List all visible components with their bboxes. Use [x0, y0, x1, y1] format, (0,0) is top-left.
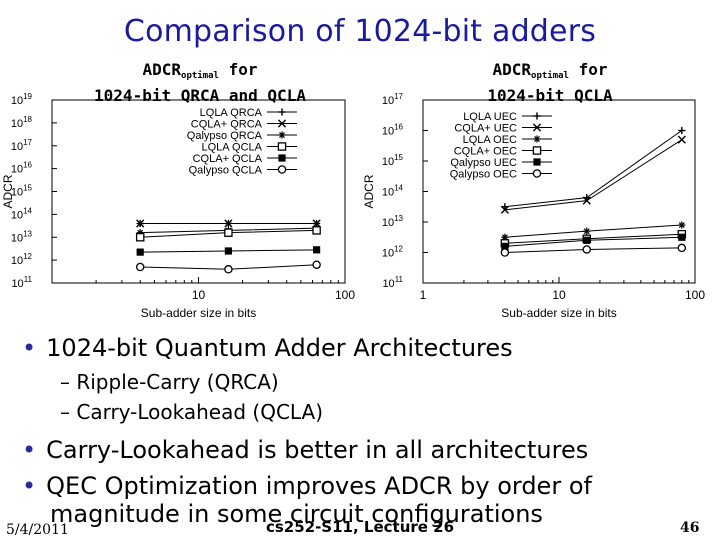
y-axis-label: ADCR — [362, 174, 376, 208]
x-tick-label: 100 — [685, 288, 705, 302]
data-point — [582, 196, 591, 205]
y-tick-label: 1012 — [11, 252, 33, 267]
data-point — [500, 205, 509, 214]
bullet-qec-continuation: magnitude in some circuit configurations — [50, 500, 543, 528]
bullet-architectures: • 1024-bit Quantum Adder Architectures — [22, 334, 513, 362]
bullet-carry-lookahead-better: • Carry-Lookahead is better in all archit… — [22, 436, 588, 464]
right-caption-for: for — [568, 60, 608, 79]
data-point — [224, 265, 233, 274]
left-caption-sub: optimal — [181, 71, 219, 81]
right-caption-adcr: ADCR — [492, 60, 532, 79]
x-tick-label: 10 — [192, 288, 206, 302]
data-point — [678, 221, 686, 229]
y-tick-label: 1018 — [11, 115, 33, 130]
y-tick-label: 1015 — [382, 153, 404, 168]
data-point — [224, 219, 233, 228]
y-tick-label: 1013 — [11, 229, 33, 244]
data-point — [582, 245, 592, 254]
legend-entry: CQLA+ QRCA — [191, 119, 263, 131]
legend-marker — [277, 142, 287, 151]
data-point — [312, 260, 321, 269]
x-tick-label: 10 — [552, 288, 566, 302]
legend-entry: Qalypso OEC — [450, 169, 517, 181]
legend-marker — [278, 108, 286, 116]
y-tick-label: 1013 — [382, 214, 404, 229]
legend-marker — [278, 154, 286, 162]
bullet-text: 1024-bit Quantum Adder Architectures — [46, 334, 513, 362]
bullet-text: Carry-Lookahead is better in all archite… — [46, 436, 589, 464]
y-tick-label: 1016 — [11, 161, 33, 176]
slide-title: Comparison of 1024-bit adders — [123, 14, 597, 49]
legend-entry: Qalypso QCLA — [189, 165, 263, 177]
y-tick-label: 1011 — [11, 275, 32, 290]
legend-entry: LQLA QRCA — [200, 107, 263, 119]
bullet-dot: • — [22, 472, 37, 500]
legend-entry: LQLA UEC — [463, 111, 517, 123]
bullet-dot: • — [22, 334, 37, 362]
x-axis-label: Sub-adder size in bits — [501, 306, 616, 320]
sub-bullet-carry-lookahead: – Carry-Lookahead (QCLA) — [60, 400, 324, 424]
footer-date: 5/4/2011 — [6, 522, 69, 538]
legend-marker — [533, 158, 541, 166]
bullet-qec-optimization: • QEC Optimization improves ADCR by order… — [22, 472, 592, 500]
footer-page-number: 46 — [680, 520, 700, 536]
y-axis-label: ADCR — [1, 174, 15, 208]
legend-marker — [532, 146, 542, 155]
left-caption-for: for — [218, 60, 258, 79]
legend-marker — [278, 131, 286, 139]
y-tick-label: 1019 — [11, 92, 33, 107]
series-line — [504, 247, 682, 253]
data-point — [678, 233, 686, 241]
legend-entry: LQLA QCLA — [201, 142, 262, 154]
right-adcr-chart: 1011 1012 1013 1014 1015 1016 1017 1 10 100 Sub-ad… — [362, 92, 705, 320]
x-axis-label: Sub-adder size in bits — [141, 306, 256, 320]
legend-marker — [277, 119, 287, 128]
data-point — [224, 228, 233, 237]
data-point — [583, 236, 591, 244]
data-point — [500, 248, 510, 257]
series-line — [504, 130, 683, 208]
legend-marker — [532, 169, 542, 178]
legend-entry: Qalypso UEC — [450, 157, 517, 169]
data-point — [677, 243, 687, 253]
bullet-text: QEC Optimization improves ADCR by order … — [46, 472, 592, 500]
y-tick-label: 1017 — [382, 92, 404, 107]
legend-entry: CQLA+ OEC — [454, 146, 517, 158]
data-point — [678, 126, 686, 135]
data-point — [135, 232, 145, 242]
data-point — [583, 227, 591, 235]
legend-marker — [532, 123, 542, 132]
data-point — [224, 247, 233, 255]
data-point — [136, 219, 145, 228]
legend-entry: Qalypso QRCA — [187, 130, 263, 142]
legend-entry: LQLA OEC — [463, 134, 517, 146]
data-point — [135, 262, 145, 272]
left-caption-adcr: ADCR — [142, 60, 182, 79]
data-point — [677, 135, 686, 144]
footer-course: cs252-S11, Lecture 26 — [265, 518, 455, 536]
legend-marker — [533, 112, 541, 120]
x-tick-label: 1 — [420, 288, 427, 302]
data-point — [501, 242, 509, 250]
data-point — [136, 248, 144, 256]
y-tick-label: 1011 — [382, 275, 403, 290]
right-caption-sub: optimal — [531, 71, 569, 81]
y-tick-label: 1014 — [382, 184, 404, 199]
data-point — [312, 226, 321, 235]
sub-bullet-ripple-carry: – Ripple-Carry (QRCA) — [60, 370, 279, 394]
y-tick-label: 1012 — [382, 245, 404, 260]
legend-marker — [533, 135, 541, 143]
y-tick-label: 1016 — [382, 123, 404, 138]
legend-marker — [277, 165, 287, 174]
data-point — [313, 246, 321, 254]
y-tick-label: 1017 — [11, 138, 33, 153]
legend-entry: CQLA+ UEC — [454, 123, 517, 135]
x-tick-label: 100 — [335, 288, 355, 302]
bullet-dot: • — [22, 436, 37, 464]
legend-entry: CQLA+ QCLA — [193, 153, 263, 165]
